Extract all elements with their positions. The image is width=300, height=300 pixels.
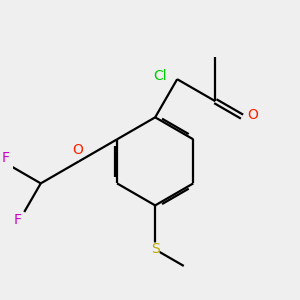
- Text: O: O: [72, 143, 83, 157]
- Text: F: F: [1, 152, 9, 165]
- Text: Cl: Cl: [154, 69, 167, 83]
- Text: S: S: [151, 242, 160, 256]
- Text: O: O: [247, 108, 258, 122]
- Text: F: F: [14, 213, 21, 227]
